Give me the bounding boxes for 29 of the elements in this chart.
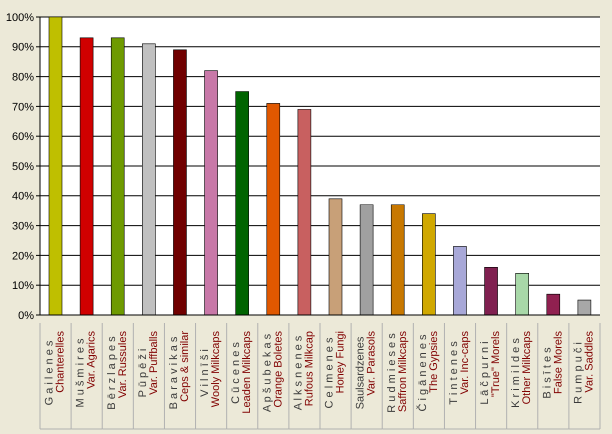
y-tick-label: 10% bbox=[12, 280, 34, 292]
y-tick-label: 0% bbox=[18, 310, 34, 322]
x-tick-label: Č i g ā n e n e s The Gypsies bbox=[416, 330, 440, 412]
x-tick-label: M u š m i r e s Var. Agarics bbox=[74, 330, 98, 408]
x-tick-label: C e l m e n e s Honey Fungi bbox=[324, 331, 347, 408]
y-tick-label: 80% bbox=[12, 72, 34, 84]
y-tick-label: 20% bbox=[12, 250, 34, 262]
y-tick-label: 60% bbox=[12, 131, 34, 144]
y-tick-label: 50% bbox=[12, 160, 34, 173]
y-tick-label: 90% bbox=[12, 42, 34, 54]
x-tick-label: A p š u b e k a s Orange Boletes bbox=[261, 330, 284, 412]
y-tick-label: 100% bbox=[6, 12, 34, 24]
x-tick-label: L ā č p u r n i "True" Morels bbox=[479, 330, 502, 405]
y-tick-label: 40% bbox=[12, 190, 34, 203]
x-tick-label: C ū c e n e s Leaden Milkcaps bbox=[230, 330, 254, 414]
x-tick-label: Saulsardzenes Var. Parasols bbox=[354, 330, 378, 410]
x-tick-label: V i l n ī š i Wooly Milkcaps bbox=[199, 330, 222, 408]
x-tick-label: A l k s n e n e s Rufous Milkcap bbox=[292, 331, 316, 410]
x-tick-label: R u d m i e s e s Saffron Milkcaps bbox=[386, 330, 409, 413]
x-tick-label: P ū p ē ž i Var. Puffballs bbox=[136, 330, 160, 398]
x-tick-label: B i s ī t e s False Morels bbox=[541, 330, 564, 399]
y-tick-label: 70% bbox=[12, 101, 34, 114]
x-tick-label: B ē r z l a p e s Var. Russules bbox=[106, 330, 129, 410]
x-tick-label: T i n t e n e s Var. Inc-caps bbox=[448, 330, 471, 405]
x-tick-label: R u m p u č i Var. Saddles bbox=[572, 330, 596, 404]
x-tick-label: G a i l e n e s Chanterelles bbox=[44, 330, 67, 406]
x-tick-label: B a r a v i k a s Ceps & similar bbox=[168, 330, 191, 410]
y-tick-label: 30% bbox=[12, 220, 34, 233]
x-tick-label: K r i m i l d e s Other Milkcaps bbox=[510, 330, 534, 408]
